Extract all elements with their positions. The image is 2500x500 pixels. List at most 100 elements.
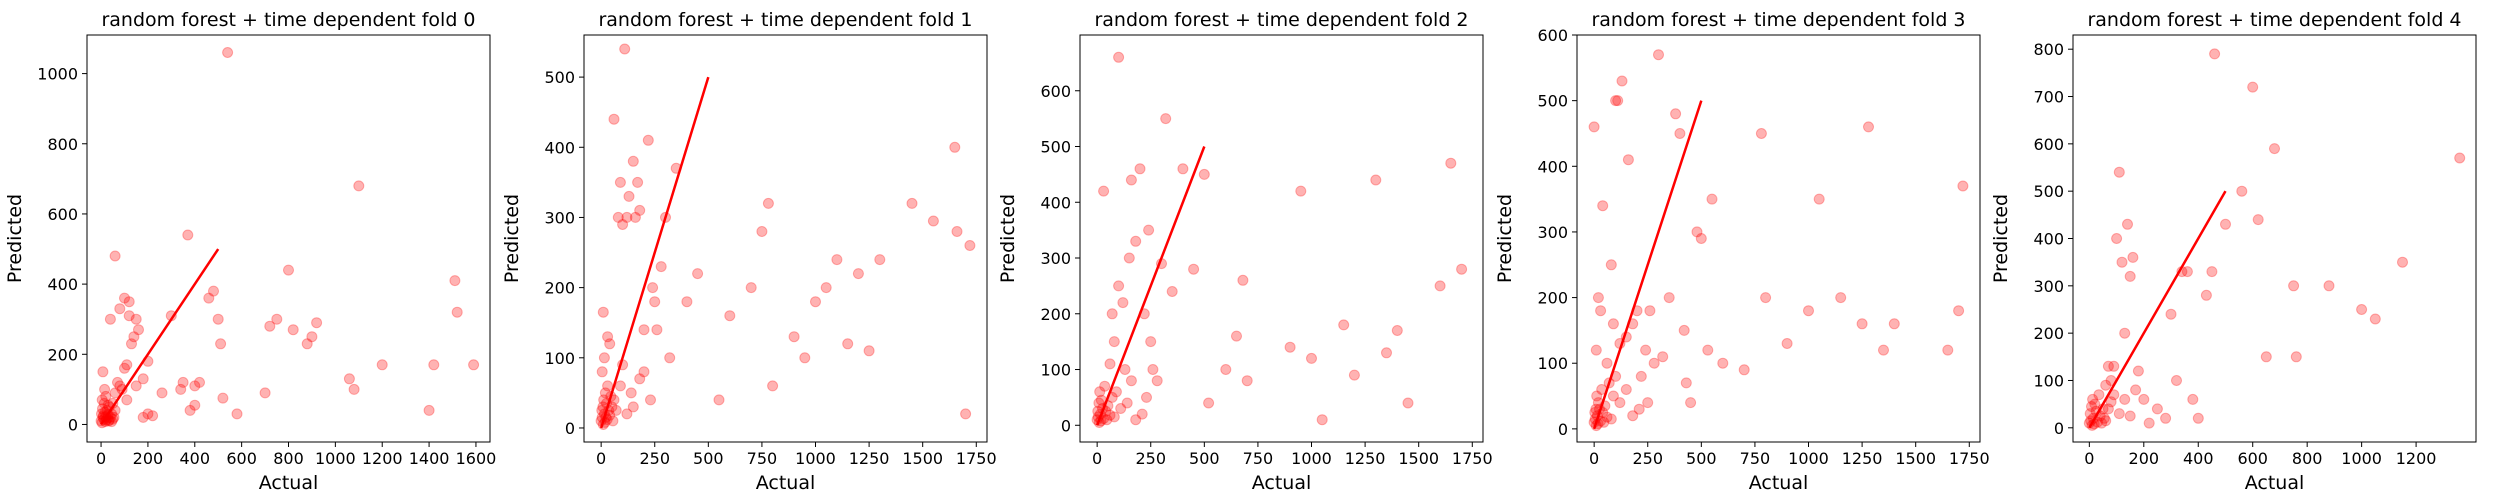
scatter-point	[2098, 412, 2110, 424]
x-axis-label: Actual	[2245, 472, 2305, 494]
y-tick-label: 1000	[37, 65, 78, 84]
scatter-point	[156, 387, 168, 399]
scatter-point	[2138, 393, 2150, 405]
scatter-point	[231, 408, 243, 420]
scatter-point	[2130, 384, 2142, 396]
reference-line	[599, 76, 710, 429]
scatter-point	[810, 296, 821, 308]
y-tick-label: 300	[544, 208, 575, 227]
scatter-point	[1657, 351, 1669, 363]
scatter-point	[1635, 370, 1647, 382]
scatter-point	[208, 285, 219, 297]
scatter-point	[1113, 51, 1125, 63]
y-tick-label: 600	[2033, 135, 2064, 154]
scatter-point	[1601, 357, 1613, 369]
x-tick-label: 200	[2129, 449, 2160, 468]
scatter-point	[596, 366, 608, 378]
scatter-point	[597, 306, 609, 318]
scatter-point	[119, 292, 130, 304]
scatter-point	[215, 338, 227, 350]
x-tick-label: 1000	[315, 449, 356, 468]
scatter-point	[1104, 409, 1116, 421]
scatter-point	[96, 394, 108, 406]
scatter-point	[1605, 259, 1617, 271]
x-tick-label: 1250	[849, 449, 890, 468]
y-tick-label: 600	[47, 205, 78, 224]
x-tick-label: 1750	[956, 449, 997, 468]
scatter-point	[621, 211, 633, 223]
scatter-point	[1620, 384, 1632, 395]
reference-line	[1095, 146, 1206, 426]
scatter-point	[1605, 413, 1617, 425]
scatter-point	[2220, 218, 2231, 230]
y-tick-label: 400	[544, 138, 575, 157]
y-tick-label: 400	[47, 275, 78, 294]
scatter-point	[1878, 344, 1889, 356]
scatter-point	[1590, 344, 1602, 356]
scatter-point	[2236, 185, 2248, 197]
scatter-point	[1588, 121, 1600, 133]
scatter-point	[1115, 403, 1127, 414]
plot-frame	[1079, 34, 1484, 443]
scatter-point	[1134, 163, 1146, 175]
y-tick-label: 100	[544, 349, 575, 368]
y-tick-label: 0	[565, 419, 575, 438]
x-tick-label: 250	[1632, 449, 1663, 468]
y-axis-label: Predicted	[997, 194, 1019, 283]
scatter-point	[681, 296, 693, 308]
scatter-point	[1653, 49, 1664, 61]
scatter-point	[1685, 397, 1697, 409]
chart-title: random forest + time dependent fold 2	[1094, 9, 1468, 31]
scatter-point	[147, 410, 159, 422]
scatter-point	[123, 296, 135, 308]
scatter-point	[2397, 256, 2408, 268]
scatter-point	[1147, 364, 1159, 375]
scatter-point	[283, 264, 294, 276]
scatter-point	[1888, 318, 1900, 330]
scatter-point	[2187, 393, 2199, 405]
scatter-point	[1670, 108, 1682, 120]
scatter-point	[1220, 364, 1232, 375]
scatter-point	[598, 352, 610, 364]
y-tick-label: 500	[2033, 182, 2064, 201]
scatter-point	[1123, 252, 1135, 264]
scatter-point	[2113, 408, 2125, 420]
y-tick-label: 300	[2033, 277, 2064, 296]
scatter-point	[1402, 397, 1414, 409]
scatter-point	[137, 373, 149, 385]
scatter-point	[1781, 338, 1793, 349]
scatter-point	[1348, 369, 1360, 381]
scatter-point	[1160, 113, 1172, 125]
chart-title: random forest + time dependent fold 4	[2087, 9, 2461, 31]
scatter-point	[1622, 154, 1634, 166]
scatter-point	[2105, 396, 2117, 408]
scatter-point	[1203, 397, 1215, 409]
scatter-point	[1119, 364, 1131, 375]
scatter-point	[1627, 410, 1639, 422]
scatter-point	[2160, 412, 2172, 424]
scatter-point	[1644, 305, 1656, 317]
scatter-point	[634, 204, 646, 216]
scatter-points	[2083, 48, 2466, 431]
scatter-point	[1957, 180, 1969, 192]
scatter-point	[2119, 393, 2131, 405]
x-tick-label: 400	[2183, 449, 2214, 468]
scatter-point	[951, 226, 963, 237]
scatter-point	[194, 376, 205, 388]
x-tick-label: 1750	[1949, 449, 1990, 468]
scatter-point	[1098, 185, 1110, 197]
scatter-point	[2206, 266, 2218, 278]
scatter-point	[1434, 280, 1446, 292]
scatter-point	[1717, 357, 1729, 369]
y-axis-label: Predicted	[1494, 194, 1516, 283]
scatter-point	[1691, 226, 1703, 238]
chart-title: random forest + time dependent fold 0	[101, 9, 475, 31]
scatter-point	[217, 392, 229, 404]
scatter-point	[604, 338, 616, 350]
scatter-point	[1295, 185, 1307, 197]
scatter-point	[1284, 341, 1296, 353]
scatter-point	[1106, 308, 1118, 320]
chart-title: random forest + time dependent fold 1	[598, 9, 972, 31]
scatter-point	[2089, 398, 2101, 410]
